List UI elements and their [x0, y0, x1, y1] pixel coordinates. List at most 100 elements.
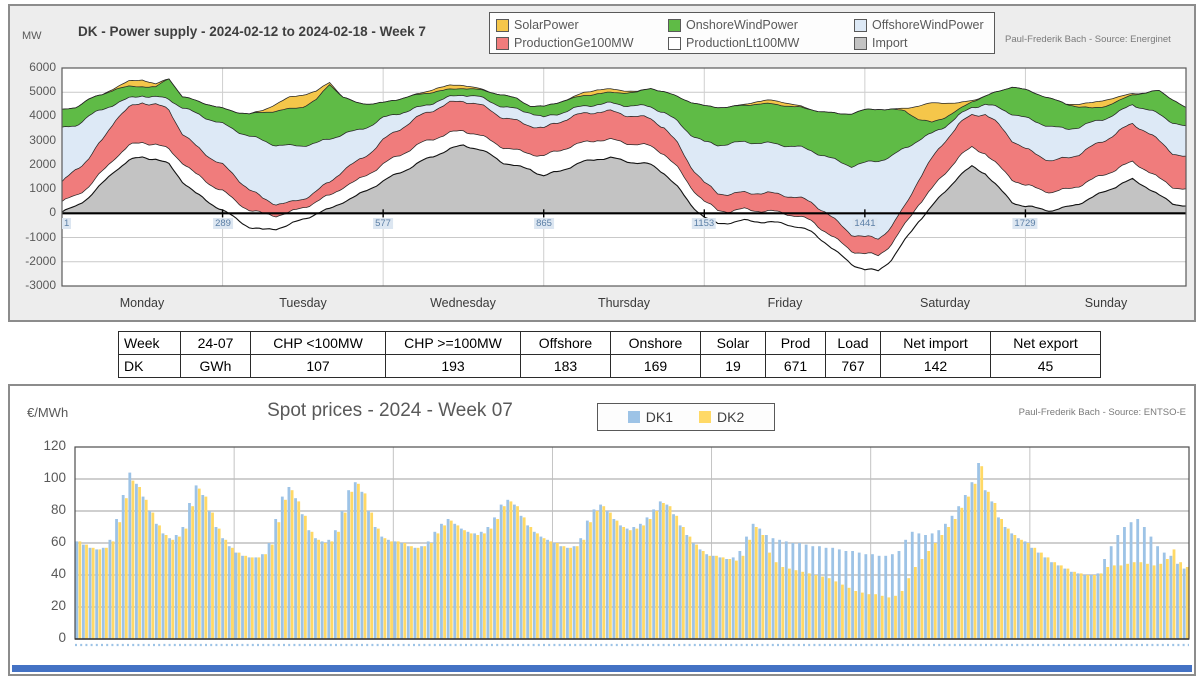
- summary-header-cell: Net export: [990, 331, 1101, 355]
- bar-dk2-h135: [967, 496, 970, 639]
- bar-dk1-h105: [764, 535, 768, 639]
- power-supply-stacked-area-chart: [61, 67, 1187, 287]
- bar-dk1-h50: [400, 543, 404, 639]
- bottom-y-tick-label: 0: [58, 630, 66, 645]
- bar-dk1-h100: [731, 557, 735, 639]
- bar-dk1-h12: [148, 511, 152, 639]
- bar-dk1-h57: [446, 519, 450, 639]
- bar-dk2-h57: [449, 520, 453, 639]
- summary-header-cell: Net import: [880, 331, 991, 355]
- top-chart-source: Paul-Frederik Bach - Source: Energinet: [1005, 34, 1171, 45]
- day-label-saturday: Saturday: [919, 296, 971, 310]
- bar-dk2-h14: [164, 535, 168, 639]
- legend-label: DK1: [645, 409, 673, 425]
- bar-dk2-h141: [1006, 528, 1010, 639]
- bar-dk1-h108: [784, 541, 788, 639]
- bar-dk1-h145: [1030, 547, 1034, 639]
- bar-dk2-h126: [907, 578, 911, 639]
- bottom-chart-source: Paul-Frederik Bach - Source: ENTSO-E: [1018, 407, 1186, 418]
- bar-dk1-h136: [970, 482, 974, 639]
- bar-dk1-h48: [387, 539, 390, 639]
- bar-dk2-h138: [986, 491, 990, 639]
- bar-dk2-h22: [217, 528, 221, 639]
- bar-dk1-h24: [227, 546, 231, 639]
- top-y-tick-label: -1000: [25, 230, 56, 244]
- spot-prices-chart-panel: €/MWh Spot prices - 2024 - Week 07 DK1 DK…: [8, 384, 1196, 676]
- bar-dk2-h164: [1159, 563, 1163, 639]
- bar-dk2-h149: [1059, 565, 1063, 639]
- bar-dk1-h26: [241, 555, 244, 639]
- bar-dk2-h27: [250, 557, 254, 639]
- bar-dk2-h42: [350, 491, 354, 639]
- bar-dk1-h110: [798, 543, 801, 639]
- bar-dk2-h53: [423, 546, 427, 639]
- bar-dk1-h19: [194, 485, 198, 639]
- top-x-tick-label: 1: [62, 218, 72, 229]
- legend-item-dk1: DK1: [627, 409, 673, 425]
- bar-dk2-h76: [575, 546, 579, 639]
- summary-data-cell: 169: [610, 354, 701, 378]
- bar-dk2-h38: [323, 543, 327, 639]
- bar-dk1-h90: [665, 504, 669, 639]
- bar-dk1-h109: [791, 543, 795, 639]
- bar-dk2-h69: [529, 527, 533, 639]
- bar-dk2-h87: [648, 519, 652, 639]
- bottom-chart-legend: DK1 DK2: [597, 403, 775, 431]
- bar-dk2-h163: [1152, 565, 1156, 639]
- bar-dk2-h77: [582, 539, 586, 639]
- top-x-tick-label: 865: [534, 218, 554, 229]
- bar-dk1-h107: [778, 539, 782, 639]
- bar-dk2-h35: [303, 515, 307, 639]
- bar-dk1-h101: [738, 551, 742, 639]
- bar-dk1-h33: [287, 487, 291, 639]
- bar-dk1-h157: [1109, 546, 1113, 639]
- bar-dk2-h104: [761, 535, 765, 639]
- summary-header-cell: Week: [118, 331, 181, 355]
- bar-dk2-h160: [1132, 562, 1136, 639]
- bar-dk2-h6: [111, 541, 115, 639]
- bar-dk2-h109: [794, 570, 798, 639]
- area-onshorewindpower: [62, 78, 1186, 168]
- bar-dk1-h13: [154, 523, 158, 639]
- bar-dk2-h1: [78, 541, 82, 639]
- bar-dk2-h15: [171, 539, 175, 639]
- bar-dk1-h83: [619, 525, 622, 639]
- bar-dk2-h30: [270, 544, 274, 639]
- summary-header-cell: Onshore: [610, 331, 701, 355]
- bar-dk1-h49: [393, 541, 397, 639]
- bar-dk2-h20: [204, 496, 208, 639]
- bar-dk2-h139: [993, 503, 997, 639]
- bar-dk1-h32: [280, 496, 284, 639]
- bar-dk2-h29: [264, 554, 267, 639]
- bar-dk2-h16: [177, 536, 181, 639]
- bar-dk1-h142: [1010, 533, 1014, 639]
- bar-dk2-h133: [953, 519, 957, 639]
- bar-dk2-h137: [980, 466, 984, 639]
- bar-dk2-h161: [1139, 562, 1143, 639]
- bar-dk1-h139: [990, 501, 994, 639]
- bar-dk2-h11: [144, 499, 148, 639]
- bar-dk2-h124: [894, 595, 897, 639]
- bar-dk2-h85: [635, 528, 639, 639]
- bar-dk1-h76: [572, 546, 576, 639]
- bar-dk2-h26: [244, 555, 248, 639]
- bar-dk1-h150: [1063, 568, 1067, 639]
- bar-dk1-h168: [1182, 568, 1186, 639]
- bar-dk1-h15: [168, 538, 171, 639]
- summary-table-header-row: Week 24-07 CHP <100MW CHP >=100MW Offshore On…: [118, 331, 1101, 355]
- bar-dk2-h19: [197, 488, 201, 639]
- bar-dk2-h95: [701, 551, 705, 639]
- bar-dk1-h103: [751, 523, 755, 639]
- bar-dk2-h13: [158, 525, 161, 639]
- bar-dk2-h59: [463, 530, 466, 639]
- bar-dk1-h8: [121, 495, 125, 639]
- bottom-y-tick-label: 120: [43, 438, 66, 453]
- bar-dk1-h138: [983, 490, 987, 639]
- bar-dk1-h56: [440, 523, 443, 639]
- legend-label: Import: [872, 36, 908, 50]
- bar-dk1-h131: [937, 530, 941, 639]
- bar-dk1-h37: [314, 538, 317, 639]
- bar-dk2-h89: [662, 503, 665, 639]
- bar-dk2-h93: [688, 536, 692, 639]
- top-x-tick-label: 1153: [691, 218, 717, 229]
